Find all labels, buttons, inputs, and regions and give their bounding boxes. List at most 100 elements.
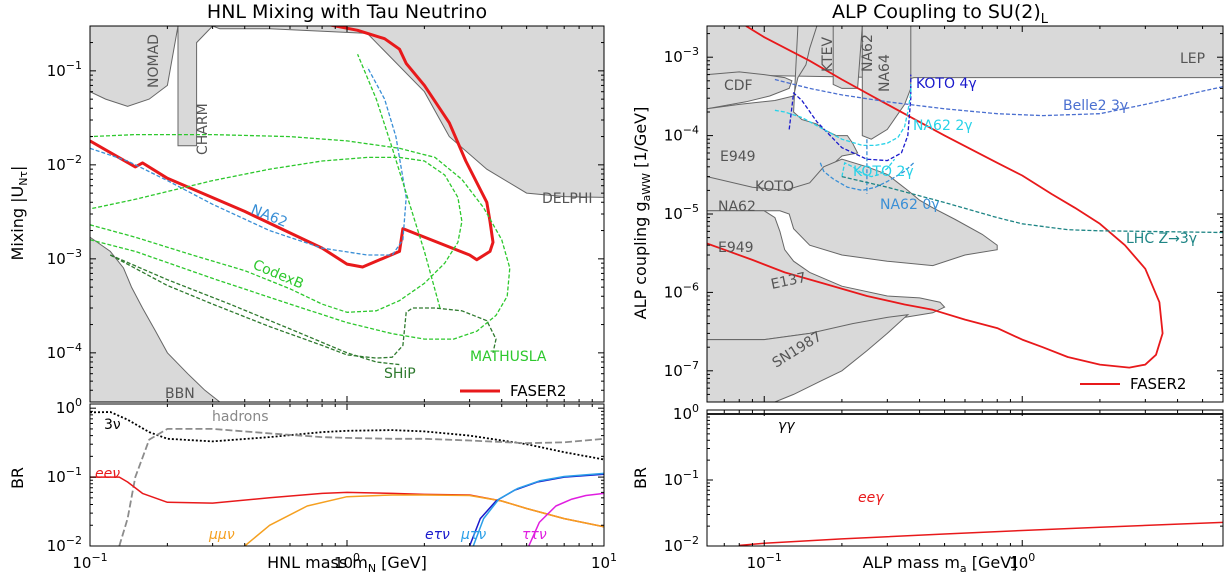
right-bottom-ylabel: BR — [631, 467, 650, 489]
y-tick-label: 10−7 — [664, 359, 699, 380]
x-tick-exp: −1 — [766, 551, 782, 564]
series-lhc-z-3 — [841, 175, 1223, 234]
label-bbn: BBN — [165, 386, 195, 402]
left-xlabel-sub: N — [368, 562, 376, 575]
label-mumunu: μμν — [208, 527, 235, 543]
label-na62-0g: NA62 0γ — [880, 197, 940, 213]
y-tick-exp: −2 — [683, 534, 699, 547]
y-tick-label: 100 — [56, 396, 82, 417]
y-tick-exp: −5 — [683, 202, 699, 215]
y-tick-base: 10 — [664, 127, 683, 145]
label-eenu: eeν — [95, 466, 120, 482]
right-top-plot: 10−310−410−510−610−7 — [664, 25, 1224, 403]
label-na62-region: NA62 — [860, 34, 876, 72]
label-delphi: DELPHI — [542, 191, 593, 207]
x-tick-base: 10 — [1009, 554, 1028, 572]
y-tick-exp: −2 — [66, 153, 82, 166]
panel-0-ticks — [89, 26, 605, 403]
y-tick-label: 10−3 — [664, 45, 699, 66]
label-na64-region: NA64 — [877, 54, 893, 92]
y-tick-base: 10 — [673, 405, 692, 423]
y-tick-label: 10−3 — [47, 247, 82, 268]
left-xlabel-end: [GeV] — [376, 553, 427, 572]
x-tick-exp: 1 — [610, 551, 617, 564]
y-tick-label: 10−2 — [664, 534, 699, 555]
left-xlabel-main: HNL mass m — [267, 553, 368, 572]
x-tick-exp: 0 — [1028, 551, 1035, 564]
label-koto4g: KOTO 4γ — [916, 76, 977, 92]
series- — [244, 494, 604, 546]
series-3 — [90, 411, 604, 461]
panel-0-content — [90, 26, 604, 402]
y-tick-base: 10 — [47, 468, 66, 486]
region-ktev — [832, 26, 863, 89]
panel-2-ticks — [706, 26, 1224, 403]
left-top-ylabel-main: Mixing |U — [8, 186, 27, 261]
series-ee — [739, 521, 1223, 546]
right-legend: FASER2 — [1080, 375, 1186, 393]
panel-3-content — [707, 413, 1223, 546]
label-lep: LEP — [1180, 51, 1205, 67]
label-mathusla: MATHUSLA — [470, 349, 547, 365]
left-top-ylabel-end: | — [8, 166, 27, 171]
y-tick-exp: −4 — [66, 341, 82, 354]
x-tick-base: 10 — [747, 554, 766, 572]
left-legend-label: FASER2 — [510, 382, 566, 400]
x-tick-base: 10 — [334, 554, 353, 572]
y-tick-label: 10−2 — [47, 153, 82, 174]
y-tick-base: 10 — [47, 156, 66, 174]
region-nomad — [90, 26, 179, 107]
left-top-ylabel-sub: Nτ — [17, 171, 30, 186]
right-legend-label: FASER2 — [1130, 375, 1186, 393]
region-bbn — [90, 236, 221, 402]
y-tick-base: 10 — [47, 250, 66, 268]
x-tick-label: 100 — [334, 551, 360, 572]
left-legend: FASER2 — [460, 382, 566, 400]
y-tick-label: 10−2 — [47, 534, 82, 555]
y-tick-label: 10−5 — [664, 202, 699, 223]
series-codexb — [90, 156, 463, 313]
series-ship-lower — [110, 254, 400, 366]
y-tick-exp: −2 — [66, 534, 82, 547]
label-nomad: NOMAD — [146, 34, 162, 88]
x-tick-label: 10−1 — [747, 551, 782, 572]
right-top-ylabel-end: [1/GeV] — [631, 107, 650, 173]
y-tick-exp: 0 — [692, 402, 699, 415]
region-sn1987 — [707, 313, 910, 402]
y-tick-base: 10 — [664, 283, 683, 301]
y-tick-label: 10−1 — [47, 59, 82, 80]
y-tick-exp: −3 — [683, 45, 699, 58]
label-e137: E137 — [770, 270, 808, 293]
x-tick-base: 10 — [591, 554, 610, 572]
panel-1-ticks — [89, 404, 605, 547]
label-tautaunu: ττν — [522, 527, 547, 543]
left-top-plot: 10−110−210−310−4 — [47, 25, 605, 403]
label-cdf: CDF — [724, 78, 753, 94]
series-faser2 — [707, 26, 1164, 369]
y-tick-base: 10 — [664, 537, 683, 555]
label-ktev: KTEV — [820, 37, 836, 72]
label-3nu: 3ν — [104, 417, 121, 433]
x-tick-exp: 0 — [353, 551, 360, 564]
x-tick-label: 101 — [591, 551, 617, 572]
label-koto-region: KOTO — [755, 179, 794, 195]
y-tick-exp: −6 — [683, 280, 699, 293]
panel-3-ticks — [706, 410, 1224, 547]
label-eegamma: eeγ — [858, 490, 884, 506]
x-tick-exp: −1 — [91, 551, 107, 564]
x-tick-label: 100 — [1009, 551, 1035, 572]
region-delphi — [212, 26, 604, 198]
right-xlabel-main: ALP mass m — [863, 553, 960, 572]
region-cdf — [707, 71, 793, 110]
y-tick-label: 10−4 — [664, 124, 699, 145]
right-xlabel-sub: a — [960, 562, 967, 575]
label-gammagamma: γγ — [778, 418, 795, 434]
panel-1-content — [90, 411, 604, 546]
y-tick-exp: −1 — [66, 465, 82, 478]
left-title: HNL Mixing with Tau Neutrino — [207, 1, 487, 23]
label-hadrons: hadrons — [212, 409, 269, 425]
label-e949-top: E949 — [720, 149, 756, 165]
x-tick-base: 10 — [72, 554, 91, 572]
